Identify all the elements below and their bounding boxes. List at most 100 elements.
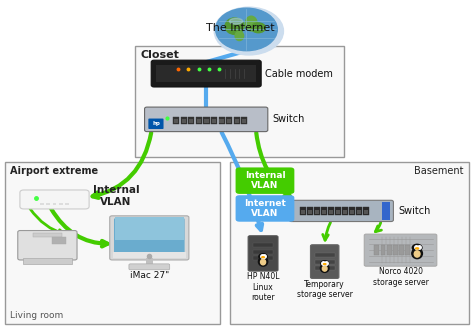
- Bar: [59, 203, 63, 205]
- Bar: [315, 266, 335, 270]
- Bar: [174, 119, 178, 123]
- Bar: [329, 210, 333, 215]
- Bar: [241, 117, 247, 124]
- Ellipse shape: [235, 31, 244, 41]
- Text: The Internet: The Internet: [206, 23, 275, 33]
- Text: Internal
VLAN: Internal VLAN: [245, 171, 285, 190]
- Bar: [189, 119, 193, 123]
- Bar: [33, 233, 62, 237]
- Bar: [219, 119, 224, 123]
- Ellipse shape: [412, 248, 422, 259]
- Bar: [336, 210, 340, 215]
- Bar: [328, 207, 334, 215]
- Ellipse shape: [262, 257, 264, 258]
- Bar: [196, 117, 202, 124]
- Bar: [40, 203, 44, 205]
- Bar: [181, 117, 187, 124]
- Text: hp: hp: [152, 121, 160, 126]
- FancyBboxPatch shape: [230, 162, 469, 324]
- Bar: [52, 237, 66, 244]
- Bar: [356, 207, 362, 215]
- FancyBboxPatch shape: [20, 190, 89, 209]
- Ellipse shape: [320, 264, 329, 272]
- Text: Cable modem: Cable modem: [265, 69, 333, 78]
- Bar: [146, 258, 153, 266]
- Bar: [253, 256, 273, 260]
- Bar: [197, 119, 201, 123]
- Bar: [322, 210, 326, 215]
- FancyBboxPatch shape: [248, 236, 278, 271]
- FancyBboxPatch shape: [5, 162, 220, 324]
- Bar: [307, 207, 313, 215]
- Circle shape: [321, 261, 328, 266]
- FancyBboxPatch shape: [289, 200, 393, 222]
- Text: Switch: Switch: [398, 206, 430, 216]
- Bar: [374, 245, 379, 255]
- Bar: [203, 117, 210, 124]
- Bar: [219, 117, 225, 124]
- Bar: [350, 210, 354, 215]
- Bar: [112, 252, 186, 258]
- Bar: [315, 210, 319, 215]
- Text: Basement: Basement: [414, 166, 464, 176]
- FancyBboxPatch shape: [135, 46, 344, 157]
- Bar: [300, 207, 306, 215]
- Bar: [393, 245, 398, 255]
- FancyBboxPatch shape: [151, 60, 261, 87]
- Bar: [53, 203, 56, 205]
- Bar: [364, 210, 368, 215]
- Bar: [46, 203, 50, 205]
- Ellipse shape: [258, 257, 268, 266]
- Ellipse shape: [225, 18, 244, 34]
- Bar: [182, 119, 186, 123]
- Text: Switch: Switch: [273, 114, 305, 124]
- Bar: [212, 119, 216, 123]
- Text: Airport extreme: Airport extreme: [10, 166, 99, 176]
- Bar: [253, 243, 273, 247]
- Bar: [357, 210, 361, 215]
- Bar: [211, 117, 217, 124]
- Bar: [321, 207, 327, 215]
- Circle shape: [412, 244, 422, 251]
- Ellipse shape: [414, 251, 420, 257]
- Bar: [204, 119, 209, 123]
- Bar: [253, 250, 273, 254]
- Bar: [173, 117, 179, 124]
- Bar: [335, 207, 341, 215]
- Bar: [314, 207, 320, 215]
- Bar: [405, 245, 410, 255]
- Bar: [342, 207, 348, 215]
- Bar: [308, 210, 312, 215]
- Bar: [156, 65, 256, 82]
- Bar: [226, 117, 232, 124]
- Bar: [301, 210, 305, 215]
- Text: Internal
VLAN: Internal VLAN: [93, 185, 139, 207]
- Text: Living room: Living room: [10, 311, 64, 320]
- FancyBboxPatch shape: [145, 107, 268, 131]
- Bar: [399, 245, 404, 255]
- Bar: [343, 210, 347, 215]
- FancyBboxPatch shape: [310, 245, 339, 278]
- Bar: [234, 117, 240, 124]
- Text: Temporary
storage server: Temporary storage server: [297, 280, 353, 299]
- FancyBboxPatch shape: [18, 231, 77, 260]
- Circle shape: [259, 254, 267, 260]
- Text: iMac 27": iMac 27": [130, 271, 169, 281]
- Bar: [242, 119, 246, 123]
- FancyBboxPatch shape: [236, 195, 294, 222]
- FancyBboxPatch shape: [148, 118, 164, 129]
- Bar: [382, 202, 390, 220]
- Bar: [23, 258, 72, 264]
- Bar: [387, 245, 392, 255]
- Ellipse shape: [251, 23, 265, 33]
- Text: HP N40L
Linux
router: HP N40L Linux router: [247, 272, 279, 302]
- Circle shape: [214, 7, 283, 55]
- Bar: [381, 245, 385, 255]
- Bar: [315, 253, 335, 257]
- Ellipse shape: [322, 266, 327, 271]
- Circle shape: [216, 8, 277, 51]
- Bar: [188, 117, 194, 124]
- Ellipse shape: [246, 16, 257, 31]
- Ellipse shape: [416, 248, 419, 249]
- Ellipse shape: [261, 259, 265, 265]
